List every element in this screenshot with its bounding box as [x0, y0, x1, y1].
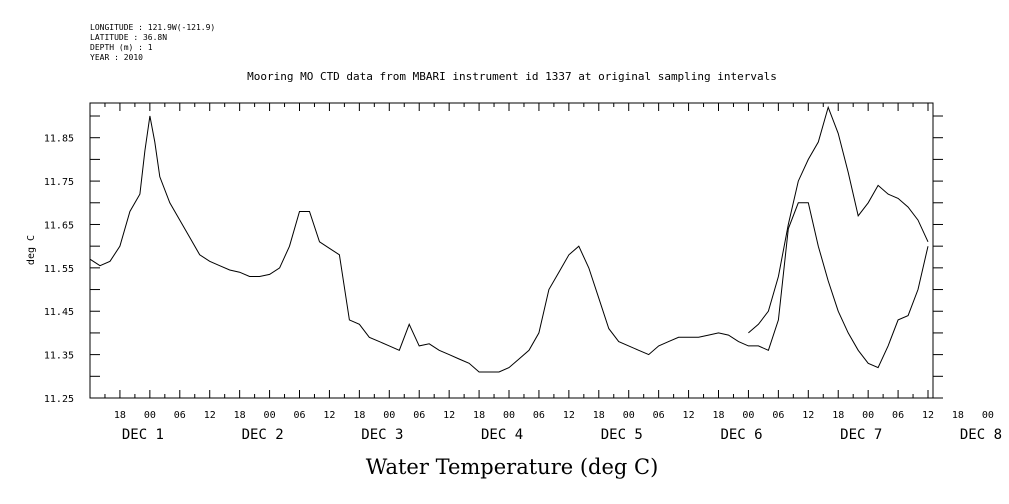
x-tick-label: 00: [503, 410, 515, 421]
x-axis-label: Water Temperature (deg C): [366, 455, 659, 479]
x-tick-label: 06: [653, 410, 665, 421]
x-tick-label: 00: [742, 410, 754, 421]
x-tick-label: 18: [593, 410, 605, 421]
x-tick-label: 00: [982, 410, 994, 421]
chart-title: Mooring MO CTD data from MBARI instrumen…: [247, 70, 777, 83]
x-tick-label: 06: [772, 410, 784, 421]
x-tick-label: 00: [144, 410, 156, 421]
day-label: DEC 4: [481, 427, 523, 443]
meta-longitude: LONGITUDE : 121.9W(-121.9): [90, 23, 215, 32]
x-tick-label: 00: [383, 410, 395, 421]
series-line: [89, 115, 929, 373]
x-tick-label: 06: [892, 410, 904, 421]
y-tick-label: 11.55: [44, 264, 74, 275]
axis-ticks: [89, 103, 943, 399]
meta-year: YEAR : 2010: [90, 53, 143, 62]
x-tick-label: 18: [353, 410, 365, 421]
day-label: DEC 2: [242, 427, 284, 443]
meta-latitude: LATITUDE : 36.8N: [90, 33, 167, 42]
x-tick-label: 06: [174, 410, 186, 421]
x-tick-label: 12: [802, 410, 814, 421]
x-tick-label: 06: [533, 410, 545, 421]
x-tick-label: 18: [114, 410, 126, 421]
x-tick-label: 00: [862, 410, 874, 421]
x-tick-label: 12: [563, 410, 575, 421]
x-tick-label: 00: [264, 410, 276, 421]
x-tick-label: 12: [443, 410, 455, 421]
y-axis-label: deg C: [26, 235, 37, 265]
x-tick-label: 06: [293, 410, 305, 421]
x-tick-label: 12: [204, 410, 216, 421]
day-labels: DEC 1 DEC 2 DEC 3 DEC 4 DEC 5 DEC 6 DEC 7 DEC 8: [122, 427, 1002, 443]
x-tick-label: 18: [952, 410, 964, 421]
x-tick-label: 18: [832, 410, 844, 421]
series-line: [748, 105, 929, 334]
x-tick-label: 12: [922, 410, 934, 421]
x-tick-label: 18: [473, 410, 485, 421]
day-label: DEC 6: [720, 427, 762, 443]
y-tick-label: 11.45: [44, 307, 74, 318]
x-tick-label: 18: [712, 410, 724, 421]
y-tick-label: 11.35: [44, 351, 74, 362]
data-lines: [89, 105, 929, 373]
x-tick-labels: 18 00 06 12 18 00 06 12 18 00 06 12 18 00 06 12 18 00 06 12…: [114, 410, 994, 421]
meta-depth: DEPTH (m) : 1: [90, 43, 153, 52]
day-label: DEC 5: [601, 427, 643, 443]
plot-frame: [89, 102, 934, 399]
day-label: DEC 1: [122, 427, 164, 443]
y-tick-labels: 11.25 11.35 11.45 11.55 11.65 11.75 11.85: [44, 134, 74, 405]
day-label: DEC 7: [840, 427, 882, 443]
x-tick-label: 06: [413, 410, 425, 421]
day-label: DEC 8: [960, 427, 1002, 443]
y-tick-label: 11.25: [44, 394, 74, 405]
y-tick-label: 11.75: [44, 177, 74, 188]
day-label: DEC 3: [361, 427, 403, 443]
y-tick-label: 11.85: [44, 134, 74, 145]
x-tick-label: 18: [234, 410, 246, 421]
y-tick-label: 11.65: [44, 220, 74, 231]
x-tick-label: 12: [683, 410, 695, 421]
x-tick-label: 12: [323, 410, 335, 421]
x-tick-label: 00: [623, 410, 635, 421]
